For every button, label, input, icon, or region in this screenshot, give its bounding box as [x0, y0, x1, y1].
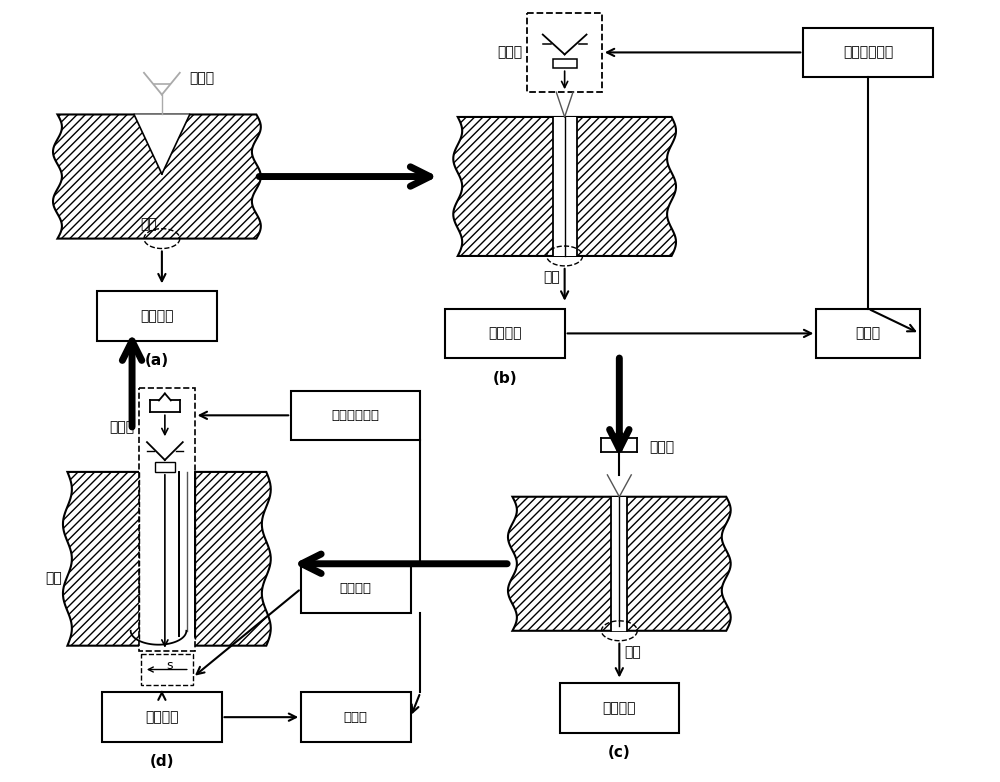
Text: 监测装置: 监测装置: [488, 326, 522, 340]
Text: 靶材: 靶材: [46, 572, 62, 586]
Polygon shape: [508, 497, 731, 631]
Bar: [97, 291, 217, 341]
Text: 靶材: 靶材: [543, 270, 560, 284]
Text: 靶材: 靶材: [140, 217, 157, 231]
Text: (c): (c): [608, 745, 631, 760]
Bar: [553, 59, 577, 68]
Bar: [527, 13, 602, 92]
Text: (a): (a): [145, 353, 169, 368]
Bar: [102, 692, 222, 742]
Text: 光束整形系统: 光束整形系统: [332, 409, 380, 421]
Text: 运动系统: 运动系统: [340, 582, 372, 595]
Bar: [816, 309, 920, 358]
Text: s: s: [167, 659, 173, 672]
Bar: [301, 692, 411, 742]
Text: 靶材: 靶材: [624, 646, 641, 660]
Bar: [553, 117, 577, 256]
Text: 监测装置: 监测装置: [140, 309, 174, 323]
Bar: [179, 472, 195, 636]
Polygon shape: [53, 114, 261, 239]
Bar: [301, 564, 411, 613]
Polygon shape: [453, 117, 676, 256]
Text: 激光束: 激光束: [109, 420, 134, 434]
Polygon shape: [134, 114, 190, 174]
Bar: [141, 654, 193, 685]
Bar: [803, 27, 933, 77]
Bar: [139, 388, 195, 651]
Bar: [611, 497, 627, 631]
Text: 控制器: 控制器: [855, 326, 881, 340]
Polygon shape: [63, 472, 271, 646]
Text: 监测装置: 监测装置: [145, 710, 179, 724]
Bar: [560, 683, 679, 733]
Text: 激光束: 激光束: [190, 70, 215, 84]
Text: 光束整形系统: 光束整形系统: [843, 45, 893, 59]
Text: (d): (d): [150, 755, 174, 769]
Bar: [139, 472, 195, 636]
Text: 监测装置: 监测装置: [603, 701, 636, 716]
Bar: [445, 309, 565, 358]
Text: 控制器: 控制器: [344, 711, 368, 723]
Text: 激光束: 激光束: [649, 440, 674, 454]
Text: (b): (b): [493, 371, 517, 386]
Bar: [155, 462, 175, 472]
Bar: [291, 390, 420, 440]
Text: 激光束: 激光束: [497, 45, 522, 59]
